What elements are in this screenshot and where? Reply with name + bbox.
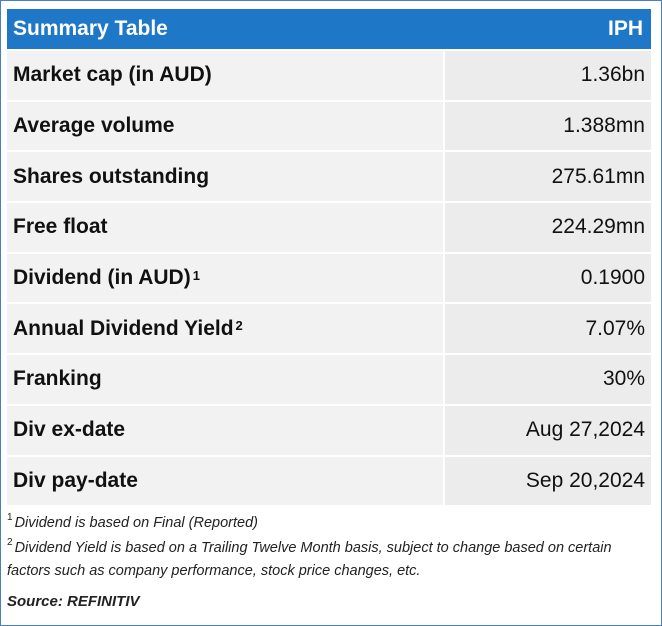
table-row: Free float 224.29mn: [7, 203, 651, 252]
row-value: 224.29mn: [445, 203, 651, 252]
row-value: 1.388mn: [445, 101, 651, 151]
footnote-marker: 2: [235, 318, 243, 334]
row-label: Annual Dividend Yield 2: [7, 304, 443, 354]
row-value: 0.1900: [445, 253, 651, 303]
footnote-marker: 1: [192, 267, 200, 283]
row-value: 275.61mn: [445, 152, 651, 202]
table-row: Div pay-date Sep 20,2024: [7, 456, 651, 506]
row-label: Dividend (in AUD) 1: [7, 253, 443, 303]
ticker-label: IPH: [607, 17, 643, 40]
table-title: Summary Table: [13, 17, 168, 40]
row-label: Div pay-date: [7, 456, 443, 506]
table-row: Dividend (in AUD) 1 0.1900: [7, 253, 651, 303]
footnote-2: 2 Dividend Yield is based on a Trailing T…: [7, 537, 612, 579]
row-label: Free float: [7, 203, 443, 252]
row-label: Div ex-date: [7, 405, 443, 455]
table-header: Summary Table IPH: [7, 9, 651, 49]
row-label: Average volume: [7, 101, 443, 151]
footnotes: 1 Dividend is based on Final (Reported) 2…: [7, 507, 651, 613]
row-value: Sep 20,2024: [445, 456, 651, 506]
row-value: 1.36bn: [445, 51, 651, 100]
row-label: Shares outstanding: [7, 152, 443, 202]
table-row: Shares outstanding 275.61mn: [7, 152, 651, 202]
table-row: Franking 30%: [7, 355, 651, 404]
row-value: 30%: [445, 355, 651, 404]
summary-rows: Market cap (in AUD) 1.36bn Average volum…: [7, 51, 651, 507]
footnote-1: 1 Dividend is based on Final (Reported): [7, 512, 258, 531]
row-label: Franking: [7, 355, 443, 404]
row-value: Aug 27,2024: [445, 405, 651, 455]
table-row: Average volume 1.388mn: [7, 101, 651, 151]
table-row: Market cap (in AUD) 1.36bn: [7, 51, 651, 100]
row-label: Market cap (in AUD): [7, 51, 443, 100]
source-note: Source: REFINITIV: [7, 593, 140, 611]
table-row: Div ex-date Aug 27,2024: [7, 405, 651, 455]
row-value: 7.07%: [445, 304, 651, 354]
table-row: Annual Dividend Yield 2 7.07%: [7, 304, 651, 354]
